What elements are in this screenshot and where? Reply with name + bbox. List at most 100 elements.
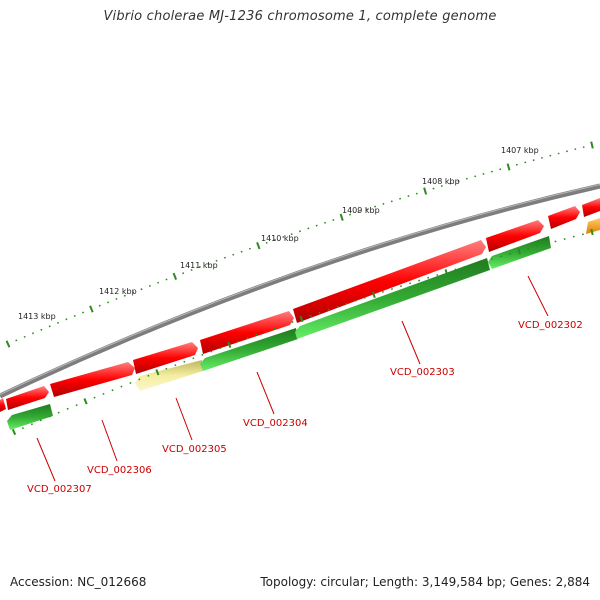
gene-forward-segment[interactable] xyxy=(133,342,198,374)
kbp-tick-ring xyxy=(5,141,594,348)
tick-mark xyxy=(365,208,368,211)
tick-mark xyxy=(183,360,186,363)
tick-mark xyxy=(73,314,76,317)
gene-label-leaders xyxy=(36,275,549,482)
tick-mark xyxy=(339,213,344,221)
tick-mark xyxy=(590,141,594,149)
tick-mark xyxy=(336,305,339,308)
tick-mark xyxy=(273,327,276,330)
tick-mark xyxy=(5,340,11,348)
tick-mark xyxy=(147,374,150,377)
tick-mark xyxy=(190,269,193,271)
tick-mark xyxy=(75,404,78,407)
tick-mark xyxy=(371,291,376,299)
gene-reverse-segment[interactable] xyxy=(200,328,298,371)
tick-mark xyxy=(123,294,126,297)
gene-forward-segment[interactable] xyxy=(486,220,544,252)
kbp-label-1409: 1409 kbp xyxy=(342,206,380,215)
tick-mark xyxy=(282,236,285,238)
lower-tick-ring xyxy=(11,228,594,436)
map-title: Vibrio cholerae MJ-1236 chromosome 1, co… xyxy=(103,9,497,24)
gene-forward-segment[interactable] xyxy=(548,206,580,229)
forward-genes xyxy=(0,198,600,412)
tick-mark xyxy=(223,256,226,259)
tick-mark xyxy=(48,415,51,418)
tick-mark xyxy=(93,396,96,399)
gene-reverse-segment[interactable] xyxy=(135,360,203,391)
gene-label-vcd-002306[interactable]: VCD_002306 xyxy=(87,465,152,476)
tick-mark xyxy=(318,311,321,314)
tick-mark xyxy=(407,195,410,198)
gene-label-vcd-002305[interactable]: VCD_002305 xyxy=(162,444,227,455)
tick-mark xyxy=(256,242,261,250)
gene-label-vcd-002303[interactable]: VCD_002303 xyxy=(390,367,455,378)
gene-forward-segment[interactable] xyxy=(0,398,6,412)
tick-mark xyxy=(21,427,24,430)
kbp-label-1408: 1408 kbp xyxy=(422,177,460,186)
tick-mark xyxy=(31,332,35,335)
gene-forward-segment[interactable] xyxy=(582,198,600,217)
tick-mark xyxy=(30,423,33,426)
kbp-label-1411: 1411 kbp xyxy=(180,261,218,270)
tick-mark xyxy=(210,350,213,353)
leader-vcd-002303 xyxy=(401,320,421,365)
topology-text: Topology: circular; Length: 3,149,584 bp… xyxy=(260,575,590,589)
tick-mark xyxy=(82,311,85,314)
kbp-label-1412: 1412 kbp xyxy=(99,287,137,296)
tick-mark xyxy=(215,259,218,262)
kbp-label-1413: 1413 kbp xyxy=(18,312,56,321)
tick-mark xyxy=(264,330,267,333)
gene-forward-segment[interactable] xyxy=(6,386,49,410)
leader-vcd-002305 xyxy=(175,397,193,441)
tick-mark xyxy=(39,419,42,422)
gene-reverse-segment[interactable] xyxy=(295,258,490,339)
tick-mark xyxy=(140,288,143,291)
tick-mark xyxy=(309,314,312,317)
kbp-label-1410: 1410 kbp xyxy=(261,234,299,243)
gene-other-segment[interactable] xyxy=(586,218,600,234)
tick-mark xyxy=(57,411,60,414)
tick-mark xyxy=(129,382,132,384)
tick-mark xyxy=(465,177,468,180)
tick-mark xyxy=(423,187,428,195)
gene-label-vcd-002302[interactable]: VCD_002302 xyxy=(518,320,583,331)
tick-mark xyxy=(506,163,511,171)
tick-mark xyxy=(265,241,268,244)
tick-mark xyxy=(219,347,222,350)
gene-label-vcd-002307[interactable]: VCD_002307 xyxy=(27,484,92,495)
tick-mark xyxy=(390,200,393,203)
gene-forward-segment[interactable] xyxy=(293,240,486,323)
tick-mark xyxy=(227,341,232,348)
tick-mark xyxy=(307,227,310,230)
accession-text: Accession: NC_012668 xyxy=(10,575,147,589)
tick-mark xyxy=(324,221,327,224)
gene-forward-segment[interactable] xyxy=(50,362,135,397)
tick-mark xyxy=(332,219,335,222)
gene-forward-segment[interactable] xyxy=(200,311,294,354)
tick-mark xyxy=(11,428,17,436)
tick-mark xyxy=(165,278,168,281)
tick-mark xyxy=(98,304,101,307)
tick-mark xyxy=(172,272,178,280)
tick-mark xyxy=(174,364,177,367)
tick-mark xyxy=(66,407,69,410)
tick-mark xyxy=(182,272,185,275)
tick-mark xyxy=(232,253,235,256)
tick-mark xyxy=(111,389,114,392)
tick-mark xyxy=(273,238,276,241)
tick-mark xyxy=(240,250,243,253)
tick-mark xyxy=(282,324,285,327)
tick-mark xyxy=(148,284,151,287)
tick-mark xyxy=(390,288,393,290)
tick-mark xyxy=(454,268,457,271)
gene-reverse-segment[interactable] xyxy=(7,404,53,430)
tick-mark xyxy=(382,202,385,205)
tick-mark xyxy=(57,321,60,324)
gene-label-vcd-002304[interactable]: VCD_002304 xyxy=(243,418,308,429)
tick-mark xyxy=(418,279,421,282)
tick-mark xyxy=(115,298,118,300)
tick-mark xyxy=(132,291,135,294)
tick-mark xyxy=(15,339,18,342)
tick-mark xyxy=(198,265,201,268)
tick-mark xyxy=(192,357,195,360)
